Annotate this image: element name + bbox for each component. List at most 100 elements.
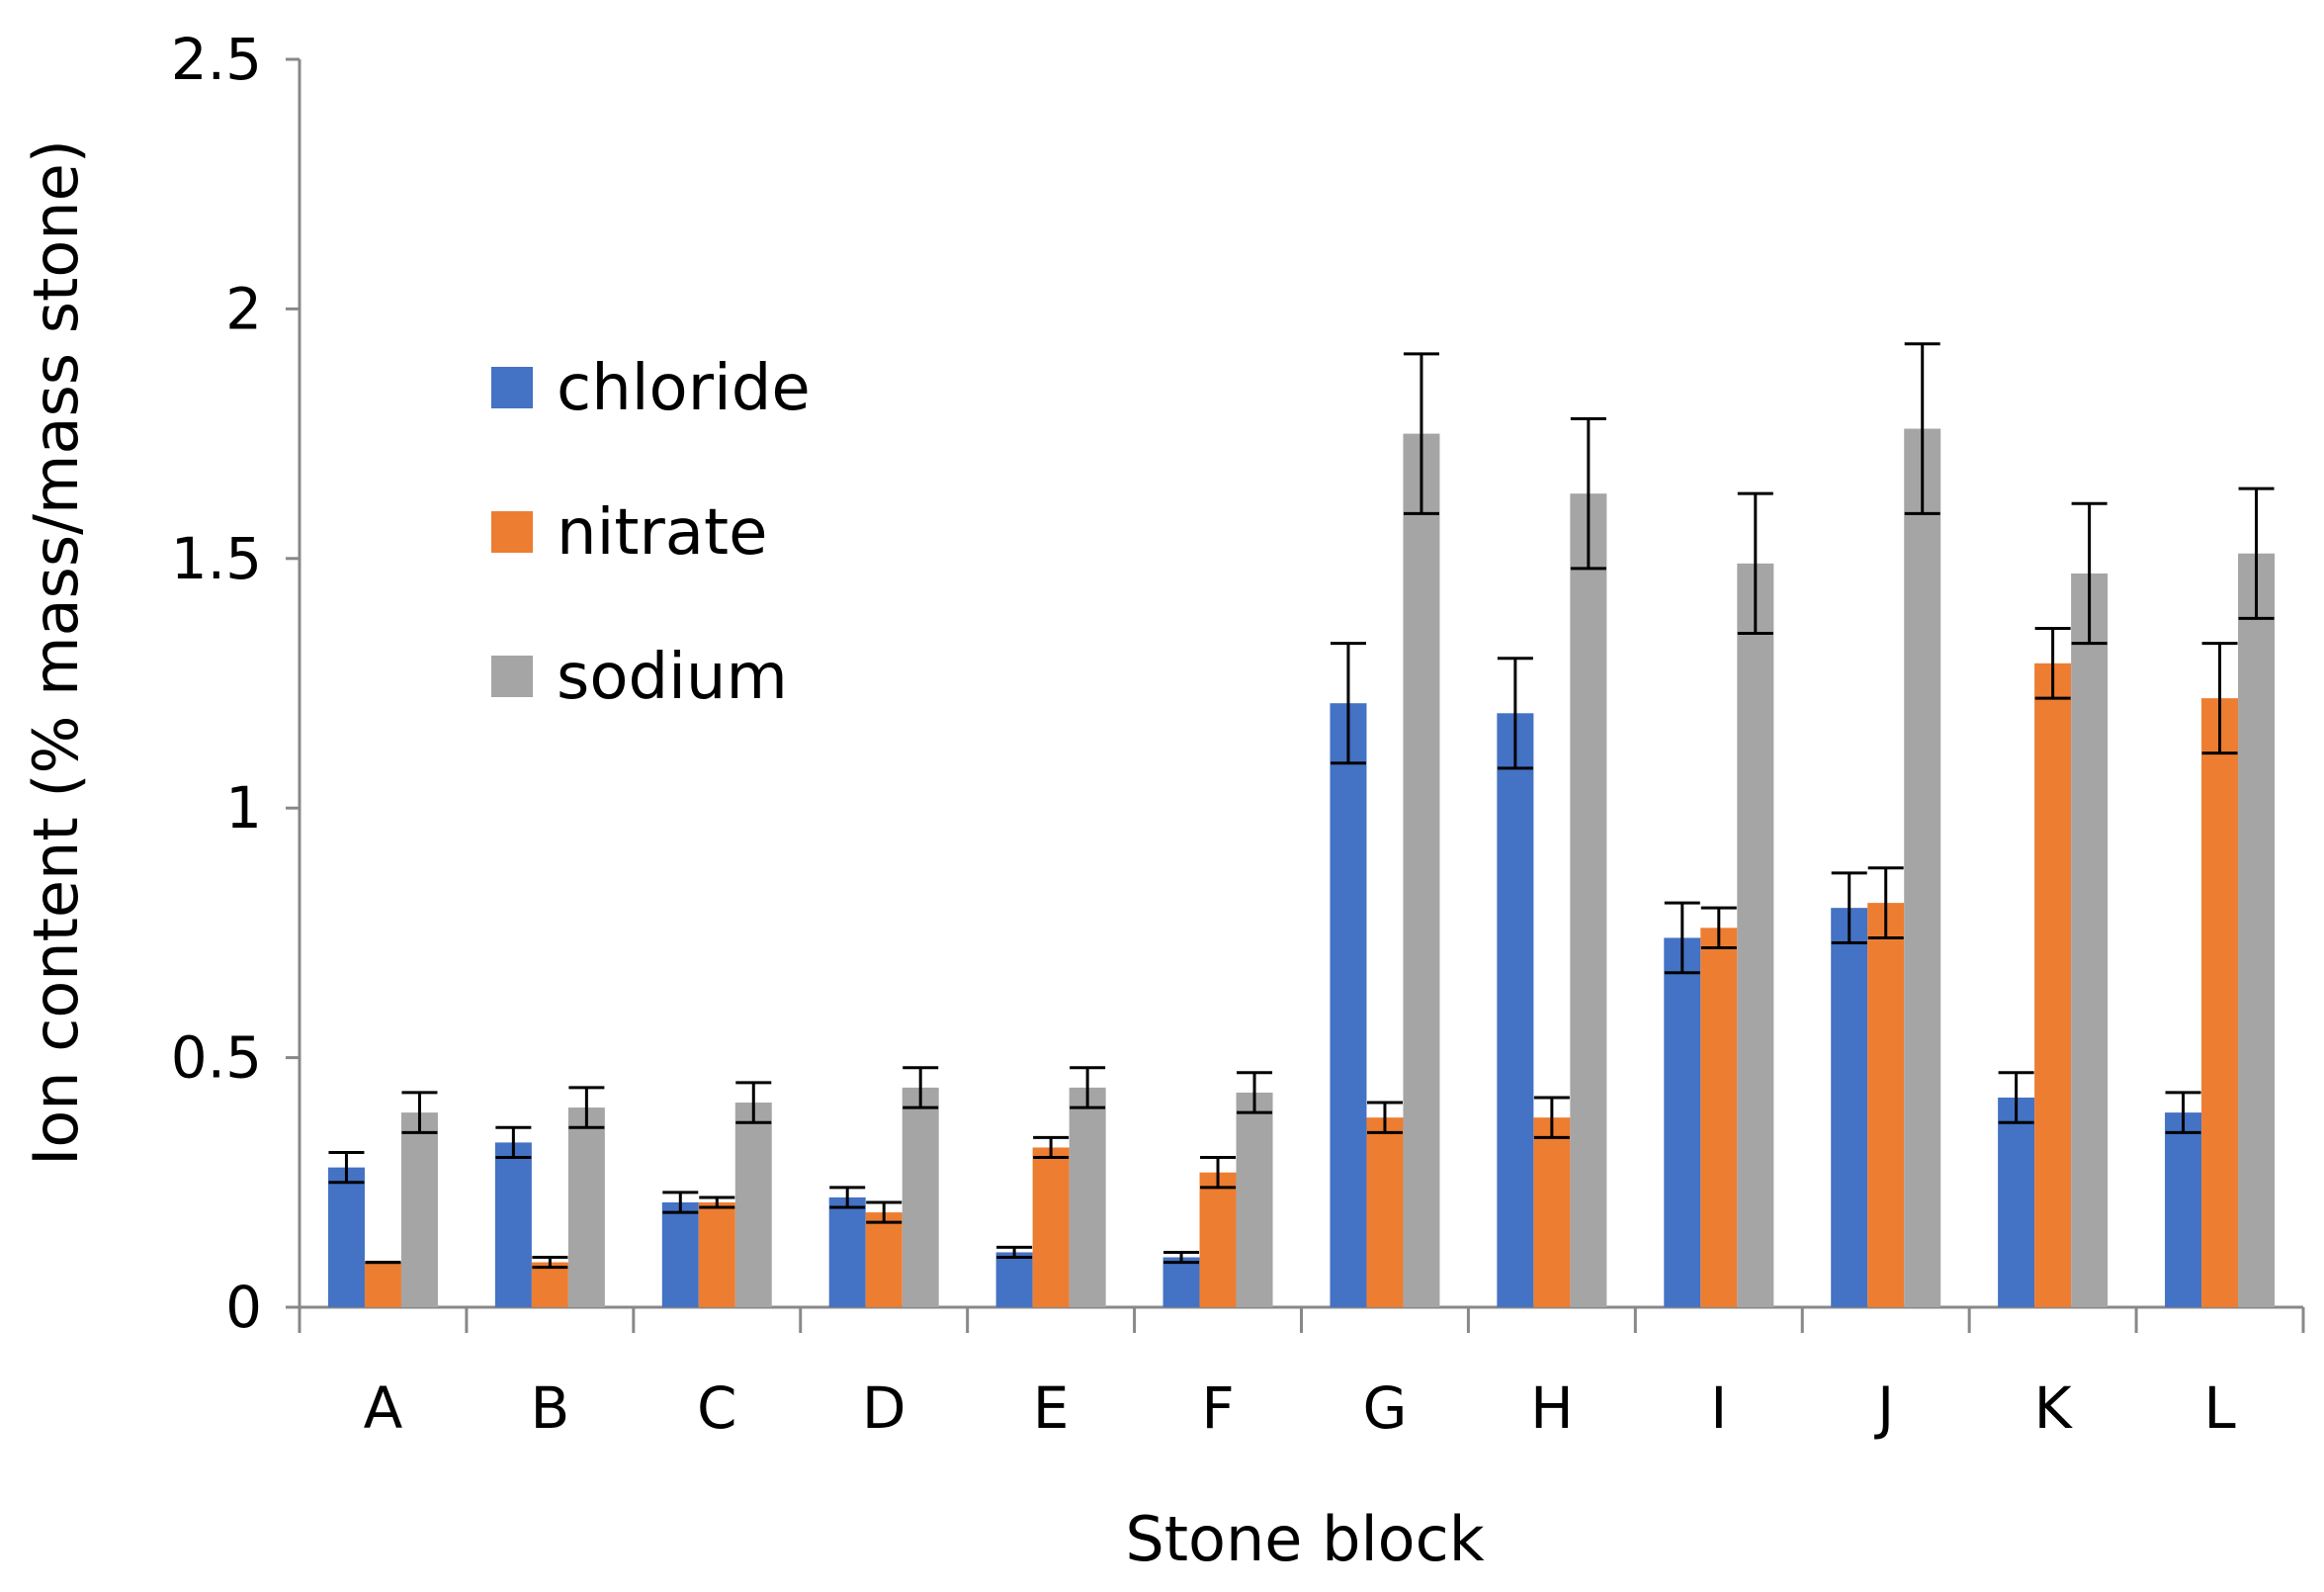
errorbar-chloride-G [1330,642,1366,765]
errorbar-nitrate-F [1200,1156,1237,1190]
bar-sodium-F [1236,1092,1273,1307]
bar-nitrate-B [531,1262,568,1307]
errorbar-nitrate-H [1533,1096,1570,1139]
errorbar-sodium-K [2071,501,2108,646]
errorbar-nitrate-J [1867,866,1904,939]
errorbar-chloride-A [328,1151,365,1185]
errorbar-sodium-B [568,1086,605,1129]
x-tick-label: I [1710,1374,1727,1442]
errorbar-chloride-D [829,1186,866,1209]
bar-chloride-J [1831,908,1868,1307]
errorbar-nitrate-E [1033,1135,1070,1160]
errorbar-sodium-I [1737,491,1773,636]
error-bars-layer [328,342,2275,1270]
bar-chloride-C [661,1201,699,1307]
legend-item-nitrate: nitrate [491,496,767,570]
x-axis: A B C D E F G H I J K L [298,1305,2305,1442]
errorbar-sodium-D [903,1066,939,1109]
bar-nitrate-I [1700,928,1738,1307]
bar-sodium-E [1069,1087,1106,1307]
y-tick-label: 2.5 [171,26,262,93]
bar-nitrate-F [1199,1172,1237,1307]
bar-nitrate-E [1032,1147,1070,1307]
x-tick-label: G [1362,1374,1407,1442]
bar-chloride-L [2165,1112,2202,1307]
errorbar-nitrate-D [866,1200,903,1224]
bar-nitrate-J [1867,903,1905,1307]
x-tick-label: K [2034,1374,2074,1442]
bar-nitrate-C [698,1201,735,1307]
bar-chloride-G [1330,703,1367,1307]
x-tick-label: E [1033,1374,1070,1442]
errorbar-nitrate-G [1366,1101,1403,1134]
legend-label-chloride: chloride [557,352,811,425]
bar-sodium-G [1403,433,1440,1308]
y-axis: 0 0.5 1 1.5 2 2.5 [171,26,301,1341]
errorbar-sodium-G [1403,352,1439,515]
x-tick-label: J [1874,1374,1894,1442]
bar-chloride-F [1162,1257,1200,1307]
legend-swatch-sodium [491,656,533,697]
errorbar-chloride-F [1163,1250,1200,1265]
bar-sodium-H [1570,493,1607,1307]
x-axis-title: Stone block [1125,1503,1484,1575]
y-tick-label: 2 [225,275,262,342]
bar-chloride-H [1497,713,1534,1307]
legend-item-sodium: sodium [491,641,788,714]
errorbar-chloride-L [2165,1091,2201,1134]
legend-swatch-nitrate [491,511,533,553]
legend-label-sodium: sodium [557,641,788,714]
bar-sodium-L [2238,553,2276,1307]
bar-sodium-I [1737,563,1774,1307]
errorbar-sodium-A [401,1091,438,1134]
errorbar-nitrate-B [532,1256,568,1270]
bar-chloride-A [327,1167,365,1307]
bar-chloride-E [995,1252,1033,1307]
errorbar-nitrate-C [699,1195,735,1209]
x-tick-label: B [530,1374,569,1442]
bar-nitrate-K [2034,663,2072,1307]
legend: chloride nitrate sodium [491,352,811,714]
errorbar-chloride-C [662,1191,699,1214]
bars-layer [327,428,2276,1308]
errorbar-nitrate-K [2034,626,2071,700]
x-tick-label: L [2203,1374,2235,1442]
errorbar-chloride-J [1831,871,1867,944]
legend-label-nitrate: nitrate [557,496,767,570]
errorbar-chloride-I [1664,901,1700,975]
errorbar-nitrate-I [1700,906,1737,950]
errorbar-sodium-L [2238,486,2275,620]
errorbar-chloride-H [1497,657,1533,770]
legend-swatch-chloride [491,367,533,408]
x-tick-label: H [1530,1374,1574,1442]
bar-nitrate-H [1533,1117,1571,1307]
errorbar-chloride-K [1998,1071,2034,1124]
bar-nitrate-L [2201,698,2239,1307]
bar-sodium-C [734,1103,772,1307]
bar-sodium-K [2071,573,2109,1307]
x-tick-label: A [364,1374,403,1442]
errorbar-sodium-H [1570,416,1606,571]
errorbar-sodium-E [1070,1066,1106,1109]
errorbar-sodium-J [1904,342,1940,515]
y-tick-label: 1.5 [171,525,262,592]
x-tick-label: C [697,1374,737,1442]
y-tick-label: 0 [225,1274,262,1341]
legend-item-chloride: chloride [491,352,811,425]
bar-sodium-D [902,1087,939,1307]
errorbar-chloride-B [495,1125,532,1160]
bar-sodium-J [1904,428,1941,1307]
bar-chloride-I [1664,937,1701,1307]
y-axis-title: Ion content (% mass/mass stone) [20,139,92,1166]
y-tick-label: 1 [225,774,262,841]
bar-sodium-B [567,1107,605,1307]
x-tick-label: D [862,1374,906,1442]
bar-chloride-D [828,1196,866,1307]
y-tick-label: 0.5 [171,1024,262,1092]
errorbar-sodium-F [1237,1071,1273,1114]
bar-nitrate-G [1366,1117,1404,1307]
errorbar-sodium-C [735,1081,772,1124]
errorbar-chloride-E [996,1245,1033,1260]
bar-nitrate-A [364,1262,401,1307]
